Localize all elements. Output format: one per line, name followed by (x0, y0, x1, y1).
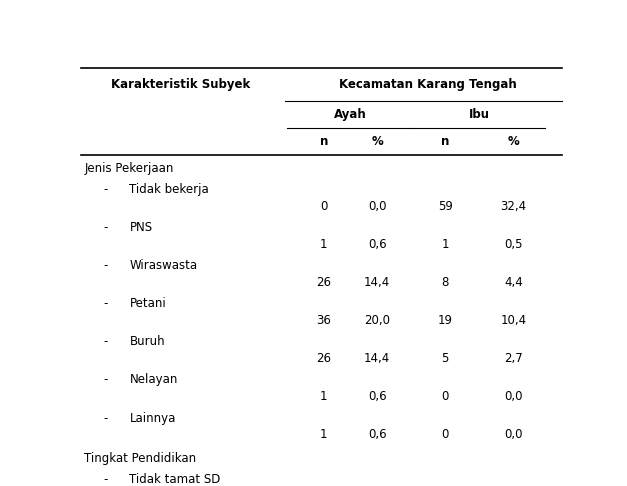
Text: 0,6: 0,6 (368, 428, 386, 441)
Text: 1: 1 (441, 238, 449, 251)
Text: 0,5: 0,5 (504, 238, 522, 251)
Text: 0,0: 0,0 (504, 428, 522, 441)
Text: -: - (103, 259, 107, 272)
Text: PNS: PNS (129, 221, 152, 234)
Text: %: % (371, 135, 383, 148)
Text: 32,4: 32,4 (500, 200, 526, 213)
Text: %: % (507, 135, 519, 148)
Text: 26: 26 (316, 352, 331, 365)
Text: Ibu: Ibu (469, 108, 490, 122)
Text: 1: 1 (320, 238, 327, 251)
Text: 26: 26 (316, 276, 331, 289)
Text: 4,4: 4,4 (504, 276, 523, 289)
Text: -: - (103, 373, 107, 386)
Text: 14,4: 14,4 (364, 352, 391, 365)
Text: Ayah: Ayah (334, 108, 367, 122)
Text: -: - (103, 412, 107, 425)
Text: 5: 5 (441, 352, 449, 365)
Text: Jenis Pekerjaan: Jenis Pekerjaan (84, 162, 174, 175)
Text: Tidak bekerja: Tidak bekerja (129, 183, 209, 196)
Text: Petani: Petani (129, 297, 166, 310)
Text: Tingkat Pendidikan: Tingkat Pendidikan (84, 452, 196, 465)
Text: -: - (103, 297, 107, 310)
Text: Tidak tamat SD: Tidak tamat SD (129, 473, 221, 486)
Text: Lainnya: Lainnya (129, 412, 176, 425)
Text: 0: 0 (441, 428, 449, 441)
Text: 0: 0 (320, 200, 327, 213)
Text: 10,4: 10,4 (500, 314, 526, 327)
Text: 0,6: 0,6 (368, 390, 386, 403)
Text: 0: 0 (441, 390, 449, 403)
Text: Karakteristik Subyek: Karakteristik Subyek (111, 78, 250, 91)
Text: 59: 59 (438, 200, 453, 213)
Text: 8: 8 (441, 276, 449, 289)
Text: Kecamatan Karang Tengah: Kecamatan Karang Tengah (339, 78, 517, 91)
Text: 36: 36 (317, 314, 331, 327)
Text: Nelayan: Nelayan (129, 373, 178, 386)
Text: Wiraswasta: Wiraswasta (129, 259, 198, 272)
Text: n: n (441, 135, 450, 148)
Text: n: n (320, 135, 328, 148)
Text: 0,6: 0,6 (368, 238, 386, 251)
Text: 1: 1 (320, 428, 327, 441)
Text: -: - (103, 335, 107, 348)
Text: -: - (103, 183, 107, 196)
Text: 14,4: 14,4 (364, 276, 391, 289)
Text: 0,0: 0,0 (368, 200, 386, 213)
Text: 1: 1 (320, 390, 327, 403)
Text: 0,0: 0,0 (504, 390, 522, 403)
Text: -: - (103, 221, 107, 234)
Text: -: - (103, 473, 107, 486)
Text: 19: 19 (438, 314, 453, 327)
Text: 20,0: 20,0 (364, 314, 390, 327)
Text: 2,7: 2,7 (504, 352, 523, 365)
Text: Buruh: Buruh (129, 335, 165, 348)
